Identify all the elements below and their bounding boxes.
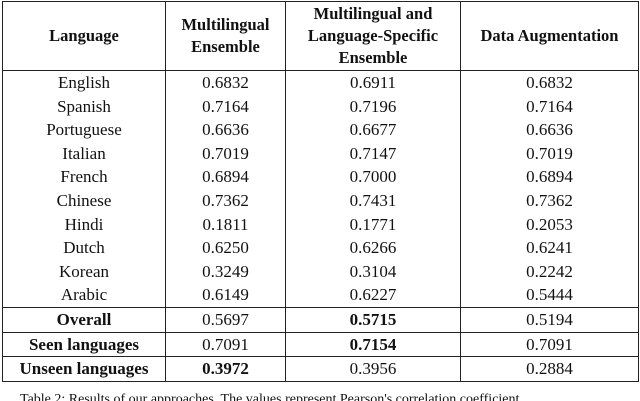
value-cell: 0.5697 <box>165 306 286 333</box>
value-cell: 0.5444 <box>460 283 639 308</box>
language-cell: English <box>2 70 166 95</box>
value-cell: 0.6636 <box>165 118 286 142</box>
value-cell: 0.1811 <box>165 212 286 237</box>
value-cell: 0.7000 <box>285 165 461 189</box>
row: English 0.6832 0.6911 0.6832 <box>2 70 639 95</box>
value-cell: 0.6241 <box>460 236 639 260</box>
row: French 0.6894 0.7000 0.6894 <box>2 165 639 189</box>
value-cell: 0.6911 <box>285 70 461 95</box>
row: Chinese 0.7362 0.7431 0.7362 <box>2 188 639 213</box>
summary-label: Unseen languages <box>2 356 166 382</box>
language-cell: Dutch <box>2 236 166 260</box>
row: Arabic 0.6149 0.6227 0.5444 <box>2 283 639 308</box>
value-cell: 0.6894 <box>165 165 286 189</box>
summary-label: Overall <box>2 306 166 333</box>
value-cell: 0.7147 <box>285 141 461 166</box>
value-cell: 0.5194 <box>460 306 639 333</box>
value-cell: 0.7362 <box>460 188 639 213</box>
value-cell: 0.6636 <box>460 118 639 142</box>
results-table: Language Multilingual Ensemble Multilingua… <box>2 1 639 382</box>
value-cell: 0.6227 <box>285 283 461 308</box>
value-cell: 0.7431 <box>285 188 461 213</box>
value-cell: 0.7019 <box>460 141 639 166</box>
value-cell: 0.2884 <box>460 356 639 382</box>
header-cell: Multilingual Ensemble <box>165 1 286 71</box>
language-cell: Korean <box>2 259 166 284</box>
summary-label: Seen languages <box>2 331 166 357</box>
row: Italian 0.7019 0.7147 0.7019 <box>2 141 639 166</box>
summary-row: Seen languages 0.7091 0.7154 0.7091 <box>2 331 639 357</box>
value-cell: 0.3249 <box>165 259 286 284</box>
language-cell: Spanish <box>2 94 166 119</box>
value-cell: 0.7164 <box>165 94 286 119</box>
value-cell: 0.6677 <box>285 118 461 142</box>
row: Spanish 0.7164 0.7196 0.7164 <box>2 94 639 119</box>
row: Hindi 0.1811 0.1771 0.2053 <box>2 212 639 237</box>
row: Portuguese 0.6636 0.6677 0.6636 <box>2 118 639 142</box>
value-cell: 0.6250 <box>165 236 286 260</box>
value-cell: 0.2053 <box>460 212 639 237</box>
language-cell: Chinese <box>2 188 166 213</box>
value-cell: 0.7362 <box>165 188 286 213</box>
summary-row: Overall 0.5697 0.5715 0.5194 <box>2 306 639 333</box>
header-cell: Multilingual and Language-Specific Ensem… <box>285 1 461 71</box>
value-cell: 0.7091 <box>460 331 639 357</box>
language-cell: Hindi <box>2 212 166 237</box>
value-cell: 0.6894 <box>460 165 639 189</box>
value-cell: 0.2242 <box>460 259 639 284</box>
row: Korean 0.3249 0.3104 0.2242 <box>2 259 639 284</box>
header-row: Language Multilingual Ensemble Multilingua… <box>2 1 639 71</box>
header-cell: Data Augmentation <box>460 1 639 71</box>
caption: Table 2: Results of our approaches. The … <box>20 392 523 401</box>
value-cell: 0.6832 <box>460 70 639 95</box>
value-cell: 0.7091 <box>165 331 286 357</box>
value-cell: 0.3956 <box>285 356 461 382</box>
language-cell: Arabic <box>2 283 166 308</box>
header-cell: Language <box>2 1 166 71</box>
value-cell: 0.6149 <box>165 283 286 308</box>
value-cell: 0.3104 <box>285 259 461 284</box>
language-cell: Italian <box>2 141 166 166</box>
value-cell: 0.6266 <box>285 236 461 260</box>
value-cell: 0.1771 <box>285 212 461 237</box>
value-cell: 0.7164 <box>460 94 639 119</box>
language-cell: Portuguese <box>2 118 166 142</box>
table-body: English 0.6832 0.6911 0.6832 Spanish 0.7164 0.… <box>2 70 639 382</box>
language-cell: French <box>2 165 166 189</box>
value-cell: 0.6832 <box>165 70 286 95</box>
value-cell: 0.7154 <box>285 331 461 357</box>
value-cell: 0.3972 <box>165 356 286 382</box>
value-cell: 0.5715 <box>285 306 461 333</box>
value-cell: 0.7196 <box>285 94 461 119</box>
row: Dutch 0.6250 0.6266 0.6241 <box>2 236 639 260</box>
value-cell: 0.7019 <box>165 141 286 166</box>
summary-row: Unseen languages 0.3972 0.3956 0.2884 <box>2 356 639 382</box>
